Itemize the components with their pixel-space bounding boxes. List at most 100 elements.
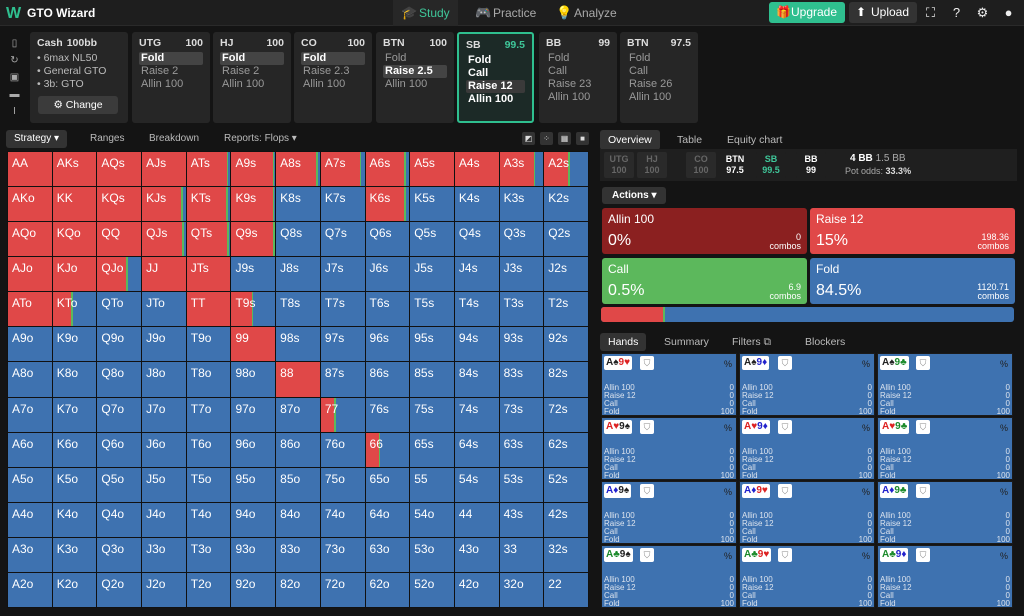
hand-cell[interactable]: K3o	[51, 536, 98, 573]
hand-cell[interactable]: 64o	[364, 501, 411, 538]
square-view-icon[interactable]: ■	[576, 132, 589, 145]
hand-cell[interactable]: Q9s	[230, 221, 277, 258]
actions-dropdown[interactable]: Actions ▾	[602, 187, 667, 204]
hand-cell[interactable]: Q7o	[96, 396, 143, 433]
hand-cell[interactable]: J3o	[141, 536, 187, 573]
hand-combo-cell[interactable]: A♦9♣ ⛉% Allin 100 0 Raise 12 0 Call 0 Fold 100	[877, 481, 1013, 544]
hand-cell[interactable]: 93o	[230, 536, 277, 573]
nav-study[interactable]: 🎓 Study	[393, 0, 458, 26]
hand-cell[interactable]: 99	[230, 326, 277, 363]
pos-chip-hj[interactable]: HJ 100	[637, 152, 667, 178]
position-card-co[interactable]: CO 100 Fold Raise 2.3 Allin 100	[294, 32, 372, 123]
hand-cell[interactable]: A8o	[7, 361, 53, 398]
action-option[interactable]: Raise 2.3	[303, 65, 350, 77]
hand-cell[interactable]: 32s	[543, 536, 589, 573]
hand-cell[interactable]: J2o	[141, 571, 187, 608]
text-cursor-icon[interactable]: I	[13, 106, 16, 117]
hand-cell[interactable]: 42s	[543, 501, 589, 538]
hand-cell[interactable]: A3s	[498, 151, 545, 188]
hand-cell[interactable]: 53s	[498, 466, 545, 503]
hand-cell[interactable]: 73s	[498, 396, 545, 433]
hand-cell[interactable]: J8o	[141, 361, 187, 398]
position-card-sb[interactable]: SB 99.5 Fold Call Raise 12 Allin 100	[457, 32, 534, 123]
hand-cell[interactable]: A9o	[7, 326, 53, 363]
hand-cell[interactable]: K9o	[51, 326, 98, 363]
hand-cell[interactable]: K6s	[364, 186, 411, 223]
hand-cell[interactable]: KJs	[141, 186, 187, 223]
hand-cell[interactable]: 85s	[409, 361, 455, 398]
hand-cell[interactable]: JTo	[141, 291, 187, 328]
hand-cell[interactable]: Q2s	[543, 221, 589, 258]
hand-cell[interactable]: Q3o	[96, 536, 143, 573]
hand-cell[interactable]: K4s	[453, 186, 500, 223]
hand-cell[interactable]: 65s	[409, 431, 455, 468]
hand-cell[interactable]: A8s	[275, 151, 321, 188]
hand-cell[interactable]: T2o	[185, 571, 232, 608]
tab-overview[interactable]: Overview	[600, 130, 660, 150]
hand-cell[interactable]: 44	[453, 501, 500, 538]
action-option[interactable]: Call	[548, 65, 567, 77]
hand-combo-cell[interactable]: A♣9♠ ⛉% Allin 100 0 Raise 12 0 Call 0 Fold 100	[601, 545, 737, 608]
hand-cell[interactable]: J3s	[498, 256, 545, 293]
hand-cell[interactable]: 43o	[453, 536, 500, 573]
hand-cell[interactable]: AA	[7, 151, 53, 188]
hand-cell[interactable]: 42o	[453, 571, 500, 608]
hand-cell[interactable]: 92o	[230, 571, 277, 608]
compact-view-icon[interactable]: ⁘	[540, 132, 553, 145]
nav-analyze[interactable]: 💡 Analyze	[548, 0, 625, 26]
action-option[interactable]: Raise 2.5	[383, 65, 447, 78]
hand-cell[interactable]: 72s	[543, 396, 589, 433]
action-box-allin-100[interactable]: Allin 100 0% 0 combos	[602, 208, 807, 254]
hand-cell[interactable]: 87s	[319, 361, 366, 398]
hand-cell[interactable]: T8s	[275, 291, 321, 328]
hand-cell[interactable]: 97s	[319, 326, 366, 363]
hand-cell[interactable]: 82o	[275, 571, 321, 608]
action-box-raise-12[interactable]: Raise 12 15% 198.36 combos	[810, 208, 1015, 254]
hand-cell[interactable]: Q4o	[96, 501, 143, 538]
hand-cell[interactable]: ATs	[185, 151, 232, 188]
hand-combo-cell[interactable]: A♠9♣ ⛉% Allin 100 0 Raise 12 0 Call 0 Fold 100	[877, 353, 1013, 416]
hand-cell[interactable]: 87o	[275, 396, 321, 433]
hand-cell[interactable]: J6o	[141, 431, 187, 468]
hand-cell[interactable]: A5s	[409, 151, 455, 188]
hand-cell[interactable]: T9s	[230, 291, 277, 328]
hand-cell[interactable]: 76s	[364, 396, 411, 433]
hand-cell[interactable]: 76o	[319, 431, 366, 468]
tab-filters[interactable]: Filters ⧉	[732, 336, 772, 348]
action-option[interactable]: Allin 100	[222, 78, 265, 90]
hand-cell[interactable]: K3s	[498, 186, 545, 223]
tab-summary[interactable]: Summary	[664, 336, 709, 348]
hand-cell[interactable]: 86o	[275, 431, 321, 468]
hand-cell[interactable]: J4o	[141, 501, 187, 538]
hand-cell[interactable]: A6s	[364, 151, 411, 188]
hand-cell[interactable]: JTs	[185, 256, 232, 293]
hand-cell[interactable]: T4o	[185, 501, 232, 538]
hand-cell[interactable]: A4s	[453, 151, 500, 188]
action-option[interactable]: Raise 2	[141, 65, 179, 77]
hand-cell[interactable]: T3o	[185, 536, 232, 573]
action-option[interactable]: Allin 100	[141, 78, 184, 90]
hand-cell[interactable]: 43s	[498, 501, 545, 538]
hand-cell[interactable]: T2s	[543, 291, 589, 328]
tab-blockers[interactable]: Blockers	[805, 336, 846, 348]
hand-cell[interactable]: 98s	[275, 326, 321, 363]
tab-breakdown[interactable]: Breakdown	[149, 133, 200, 144]
tab-hands[interactable]: Hands	[600, 333, 647, 351]
hand-combo-cell[interactable]: A♠9♥ ⛉% Allin 100 0 Raise 12 0 Call 0 Fold 100	[601, 353, 737, 416]
action-option[interactable]: Fold	[385, 52, 407, 64]
hand-cell[interactable]: J4s	[453, 256, 500, 293]
hand-cell[interactable]: 64s	[453, 431, 500, 468]
hand-cell[interactable]: T5s	[409, 291, 455, 328]
action-option[interactable]: Call	[629, 65, 648, 77]
hand-cell[interactable]: KTo	[51, 291, 98, 328]
hand-cell[interactable]: QTo	[96, 291, 143, 328]
hand-cell[interactable]: Q6s	[364, 221, 411, 258]
hand-cell[interactable]: 62s	[543, 431, 589, 468]
hand-cell[interactable]: 66	[364, 431, 411, 468]
hand-cell[interactable]: K2o	[51, 571, 98, 608]
hand-cell[interactable]: T3s	[498, 291, 545, 328]
car-icon[interactable]: ▬	[9, 89, 20, 100]
hand-cell[interactable]: T4s	[453, 291, 500, 328]
hand-cell[interactable]: Q5s	[409, 221, 455, 258]
hand-cell[interactable]: 52o	[409, 571, 455, 608]
